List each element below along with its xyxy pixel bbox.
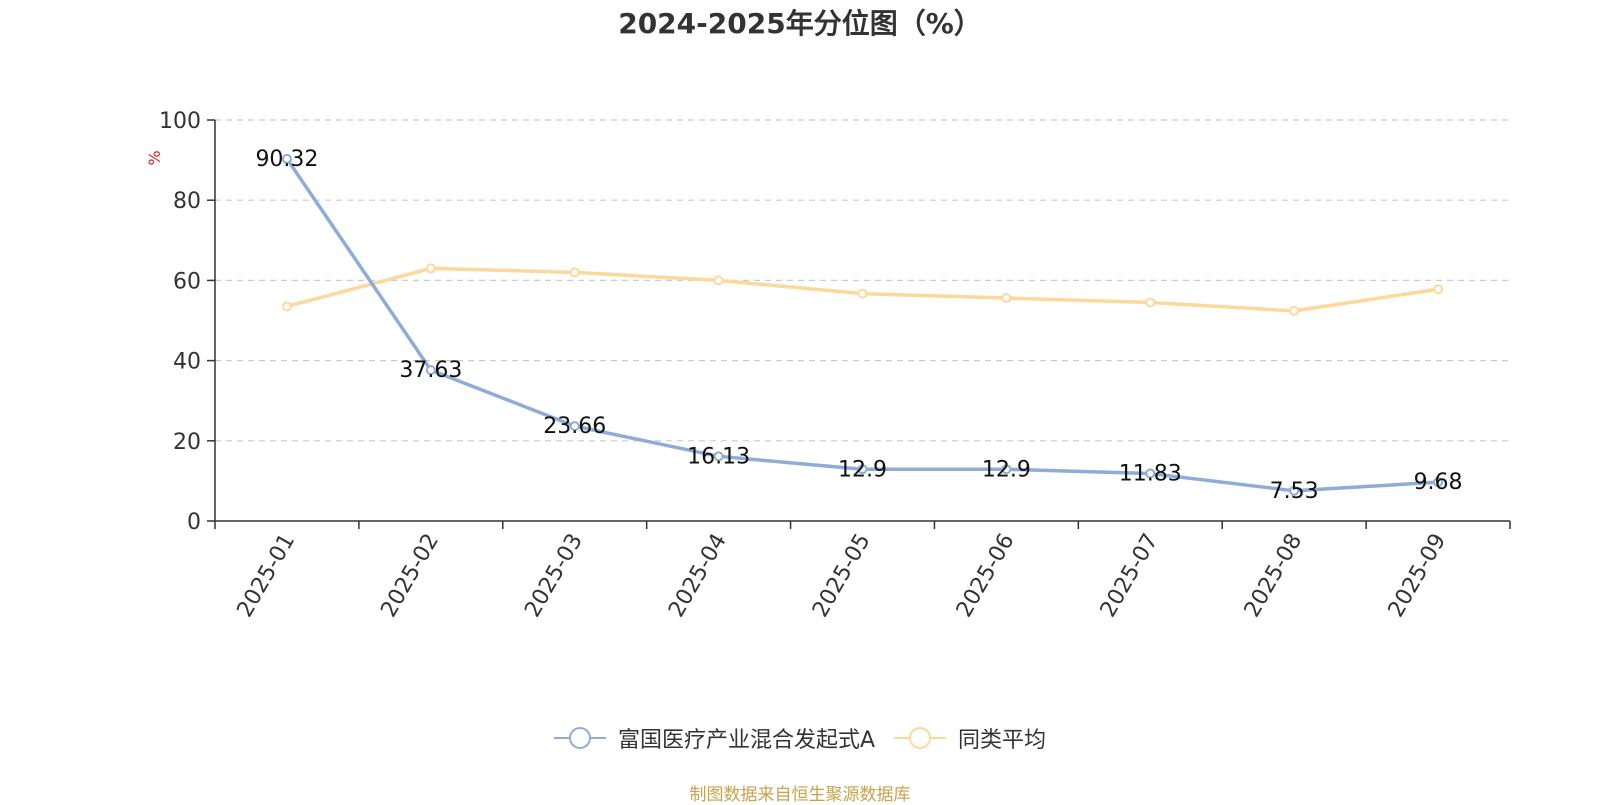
data-label: 37.63	[399, 358, 462, 383]
data-label: 11.83	[1119, 462, 1182, 487]
legend-item-series-2[interactable]: 同类平均	[894, 722, 1046, 754]
data-label: 12.9	[838, 457, 887, 482]
data-point-series-2	[713, 275, 724, 286]
x-tick-label: 2025-04	[664, 530, 732, 622]
data-label: 90.32	[255, 147, 318, 172]
y-tick-label: 0	[187, 510, 201, 535]
legend-label-series-2: 同类平均	[958, 728, 1047, 753]
x-tick-label: 2025-08	[1240, 530, 1308, 622]
chart-title: 2024-2025年分位图（%）	[618, 7, 982, 40]
x-tick-label: 2025-02	[376, 530, 444, 622]
data-point-series-2	[425, 263, 436, 274]
data-point-series-1	[1289, 485, 1300, 496]
data-point-series-1	[1433, 477, 1444, 488]
x-tick-label: 2025-07	[1096, 530, 1164, 622]
x-tick-label: 2025-01	[233, 530, 301, 622]
legend-label-series-1: 富国医疗产业混合发起式A	[617, 728, 876, 753]
data-label: 23.66	[543, 414, 606, 439]
y-tick-label: 100	[159, 109, 201, 134]
data-point-series-1	[425, 365, 436, 376]
data-label: 7.53	[1270, 479, 1319, 504]
data-point-series-2	[1289, 305, 1300, 316]
data-point-series-1	[713, 451, 724, 462]
data-point-series-2	[857, 288, 868, 299]
x-tick-label: 2025-03	[520, 530, 588, 622]
y-tick-label: 80	[173, 189, 201, 214]
data-point-series-1	[1001, 464, 1012, 475]
data-point-series-1	[1145, 468, 1156, 479]
data-point-series-2	[569, 267, 580, 278]
x-tick-label: 2025-09	[1384, 530, 1452, 622]
y-tick-label: 40	[173, 350, 201, 375]
data-label: 16.13	[687, 444, 750, 469]
source-note: 制图数据来自恒生聚源数据库	[689, 785, 911, 805]
legend-marker-series-1	[553, 727, 606, 749]
legend-item-series-1[interactable]: 富国医疗产业混合发起式A	[553, 722, 876, 754]
y-axis-label: %	[145, 150, 164, 165]
y-tick-label: 20	[173, 430, 201, 455]
x-tick-label: 2025-05	[808, 530, 876, 622]
data-point-series-1	[281, 153, 292, 164]
data-point-series-1	[857, 464, 868, 475]
data-label: 12.9	[982, 457, 1031, 482]
data-point-series-2	[1001, 293, 1012, 304]
data-label: 9.68	[1414, 470, 1463, 495]
y-tick-label: 60	[173, 269, 201, 294]
data-point-series-2	[1433, 284, 1444, 295]
x-tick-label: 2025-06	[952, 530, 1020, 622]
data-point-series-2	[1145, 297, 1156, 308]
data-point-series-1	[569, 421, 580, 432]
data-point-series-2	[281, 301, 292, 312]
legend-marker-series-2	[894, 727, 947, 749]
legend: 富国医疗产业混合发起式A 同类平均	[0, 722, 1600, 754]
